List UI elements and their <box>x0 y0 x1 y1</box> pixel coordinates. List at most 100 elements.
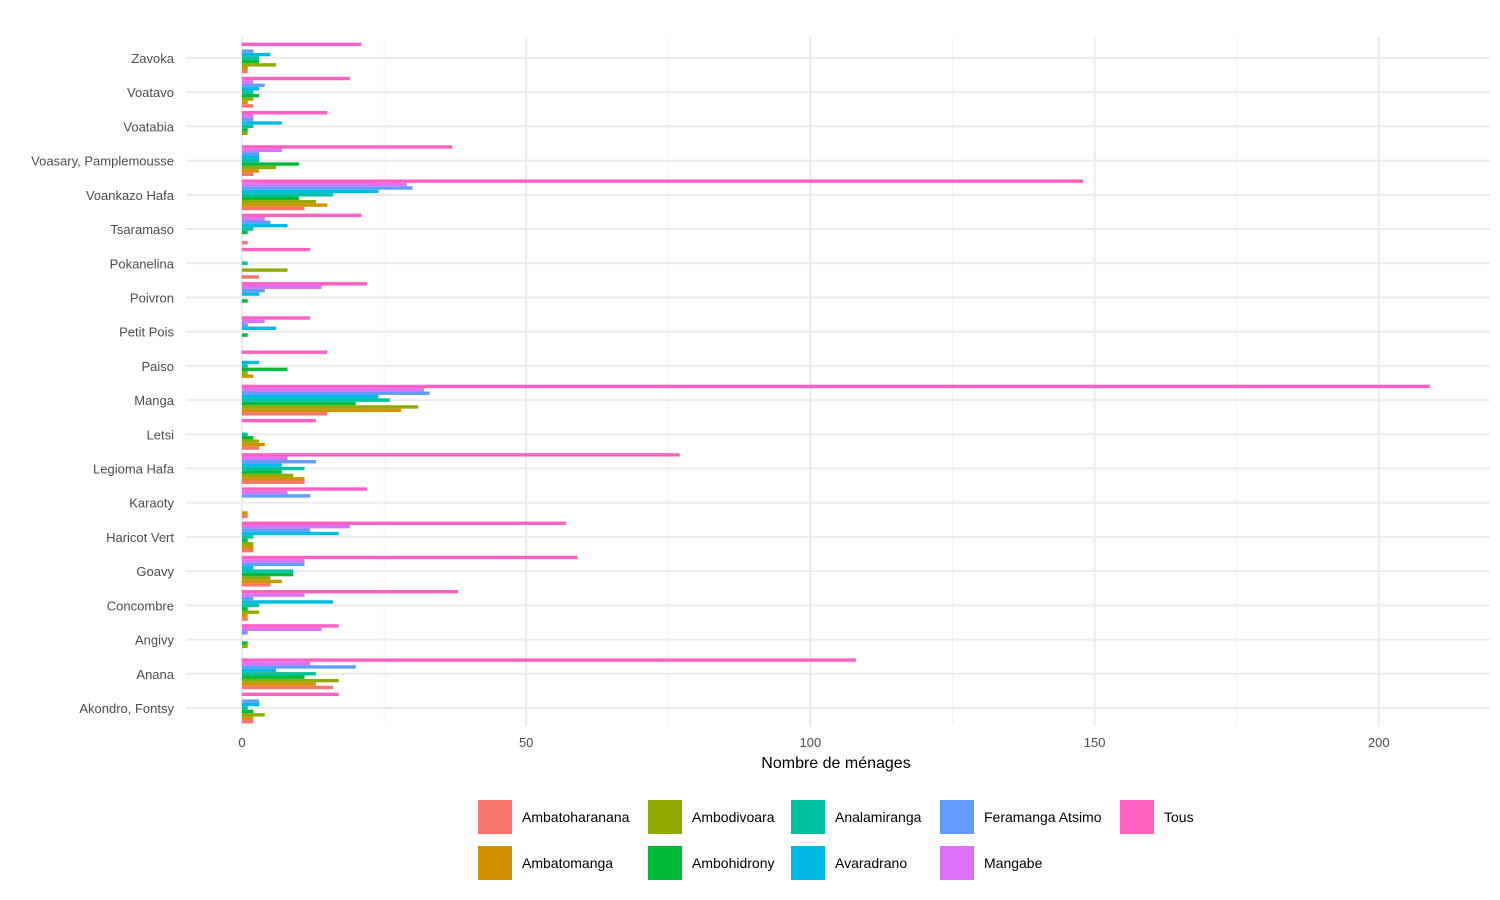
x-tick-label: 0 <box>238 735 245 750</box>
y-tick-label: Akondro, Fontsy <box>79 701 174 716</box>
bar-ambodivoara <box>242 371 248 375</box>
bar-ambohidrony <box>242 367 288 372</box>
legend-label: Ambatoharanana <box>522 809 630 825</box>
legend-swatch <box>791 800 825 834</box>
legend-item: Ambatoharanana <box>478 800 629 834</box>
y-tick-label: Manga <box>134 393 175 408</box>
bar-ambohidrony <box>242 607 248 611</box>
grid-lines <box>186 37 1490 726</box>
legend-swatch <box>1120 800 1154 834</box>
bar-tous <box>242 418 316 423</box>
bar-tous <box>242 555 578 560</box>
bar-tous <box>242 282 368 286</box>
bar-ambodivoara <box>242 97 254 101</box>
bar-ambatomanga <box>242 579 282 584</box>
y-tick-label: Pokanelina <box>110 256 175 271</box>
bar-feramanga-atsimo <box>242 459 316 464</box>
bar-tous <box>242 384 1430 389</box>
y-tick-label: Karaoty <box>129 496 174 511</box>
bar-ambatoharanana <box>242 412 328 416</box>
bar-ambohidrony <box>242 709 254 714</box>
bar-avaradrano <box>242 223 288 228</box>
bar-tous <box>242 247 311 252</box>
bar-avaradrano <box>242 566 254 570</box>
bar-feramanga-atsimo <box>242 152 260 156</box>
x-tick-label: 50 <box>519 735 533 750</box>
bar-analamiranga <box>242 535 254 539</box>
bar-analamiranga <box>242 364 248 368</box>
bar-mangabe <box>242 80 254 84</box>
bar-tous <box>242 145 453 149</box>
bar-feramanga-atsimo <box>242 631 248 635</box>
bar-tous <box>242 213 362 218</box>
bar-ambatoharanana <box>242 172 254 177</box>
bar-avaradrano <box>242 702 260 707</box>
bar-analamiranga <box>242 603 260 608</box>
bar-ambohidrony <box>242 401 356 406</box>
y-tick-label: Legioma Hafa <box>93 462 175 477</box>
bar-mangabe <box>242 114 254 118</box>
bar-analamiranga <box>242 569 294 573</box>
bar-ambatomanga <box>242 203 328 207</box>
bar-tous <box>242 589 458 594</box>
y-tick-label: Letsi <box>147 427 175 442</box>
bar-avaradrano <box>242 394 379 399</box>
y-tick-label: Tsaramaso <box>110 222 174 237</box>
x-tick-label: 200 <box>1368 735 1390 750</box>
bar-ambatoharanana <box>242 514 248 519</box>
bar-tous <box>242 624 339 628</box>
bar-ambodivoara <box>242 439 260 443</box>
bar-ambatomanga <box>242 477 305 481</box>
legend-label: Ambodivoara <box>692 809 775 825</box>
bar-ambatomanga <box>242 169 260 173</box>
bar-tous <box>242 453 680 457</box>
legend-item: Ambohidrony <box>648 846 775 880</box>
bar-ambatoharanana <box>242 583 271 587</box>
bar-ambatoharanana <box>242 69 248 74</box>
bar-ambodivoara <box>242 63 277 67</box>
legend-label: Ambohidrony <box>692 855 775 871</box>
bar-feramanga-atsimo <box>242 528 311 532</box>
bar-tous <box>242 316 311 320</box>
bar-tous <box>242 521 566 525</box>
bar-feramanga-atsimo <box>242 596 254 601</box>
bar-feramanga-atsimo <box>242 220 271 224</box>
bar-tous <box>242 42 362 47</box>
bar-analamiranga <box>242 672 316 676</box>
bar-mangabe <box>242 524 350 529</box>
y-tick-label: Paiso <box>141 359 174 374</box>
bar-avaradrano <box>242 326 277 330</box>
y-tick-label: Poivron <box>130 290 174 305</box>
bar-feramanga-atsimo <box>242 288 265 293</box>
bar-ambohidrony <box>242 675 305 679</box>
bar-ambatoharanana <box>242 480 305 484</box>
legend-swatch <box>648 800 682 834</box>
legend-item: Ambodivoara <box>648 800 775 834</box>
bar-mangabe <box>242 285 322 289</box>
legend-label: Tous <box>1164 809 1194 825</box>
y-tick-label: Angivy <box>135 633 175 648</box>
bar-ambodivoara <box>242 678 339 683</box>
bar-feramanga-atsimo <box>242 699 260 703</box>
legend-label: Avaradrano <box>835 855 908 871</box>
bar-avaradrano <box>242 463 282 467</box>
bar-tous <box>242 692 339 697</box>
bar-mangabe <box>242 661 311 666</box>
legend-label: Feramanga Atsimo <box>984 809 1102 825</box>
bar-avaradrano <box>242 531 339 536</box>
bar-tous <box>242 76 350 81</box>
bar-analamiranga <box>242 193 333 197</box>
bar-ambodivoara <box>242 610 260 614</box>
bar-ambohidrony <box>242 59 260 64</box>
bar-tous <box>242 111 328 115</box>
bar-feramanga-atsimo <box>242 323 248 327</box>
y-tick-label: Anana <box>136 667 174 682</box>
legend-item: Analamiranga <box>791 800 921 834</box>
bar-mangabe <box>242 182 407 187</box>
bar-feramanga-atsimo <box>242 562 305 567</box>
bar-avaradrano <box>242 52 271 57</box>
bar-avaradrano <box>242 668 277 673</box>
bars <box>242 42 1430 724</box>
bar-avaradrano <box>242 189 379 194</box>
bar-ambatoharanana <box>242 617 248 621</box>
